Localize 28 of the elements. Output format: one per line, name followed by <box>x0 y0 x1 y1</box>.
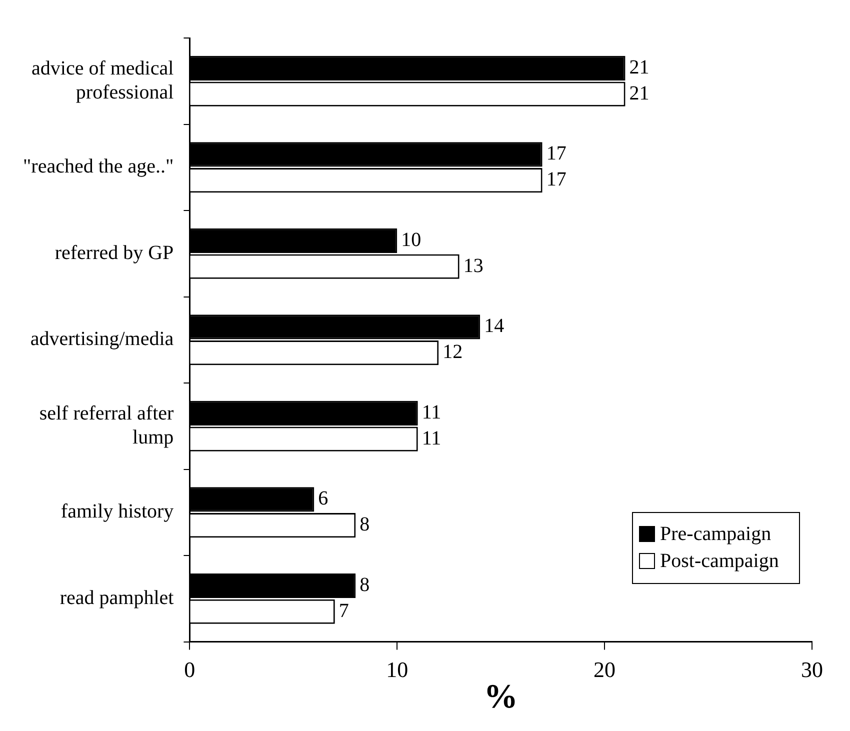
data-label: 13 <box>463 254 484 277</box>
x-tick-label: 0 <box>184 656 196 682</box>
x-tick-label: 30 <box>801 656 823 682</box>
data-label: 8 <box>360 514 370 536</box>
y-tick-label: read pamphlet <box>60 586 174 609</box>
x-tick-label: 20 <box>594 656 616 682</box>
x-axis-title: % <box>484 678 518 716</box>
data-label: 17 <box>546 168 566 191</box>
data-label: 11 <box>422 401 442 424</box>
y-tick-label: family history <box>60 500 174 523</box>
data-label: 7 <box>338 600 349 622</box>
x-tick-label: 10 <box>386 656 408 682</box>
data-label: 21 <box>629 82 650 104</box>
y-tick-label: self referral after lump <box>39 402 174 448</box>
legend-label: Pre-campaign <box>660 522 772 546</box>
data-label: 6 <box>318 488 328 510</box>
y-tick-label: advertising/media <box>30 328 174 350</box>
data-label: 17 <box>546 142 566 165</box>
data-label: 21 <box>629 56 650 78</box>
data-label: 12 <box>442 341 463 364</box>
data-label: 10 <box>401 228 422 251</box>
y-tick-label: advice of medical professional <box>32 57 174 104</box>
y-tick-label: "reached the age.." <box>22 156 174 178</box>
legend-label: Post-campaign <box>660 550 779 573</box>
y-tick-label: referred by GP <box>54 242 174 264</box>
data-label: 11 <box>422 427 442 450</box>
data-label: 8 <box>360 574 370 596</box>
data-label: 14 <box>484 315 504 338</box>
